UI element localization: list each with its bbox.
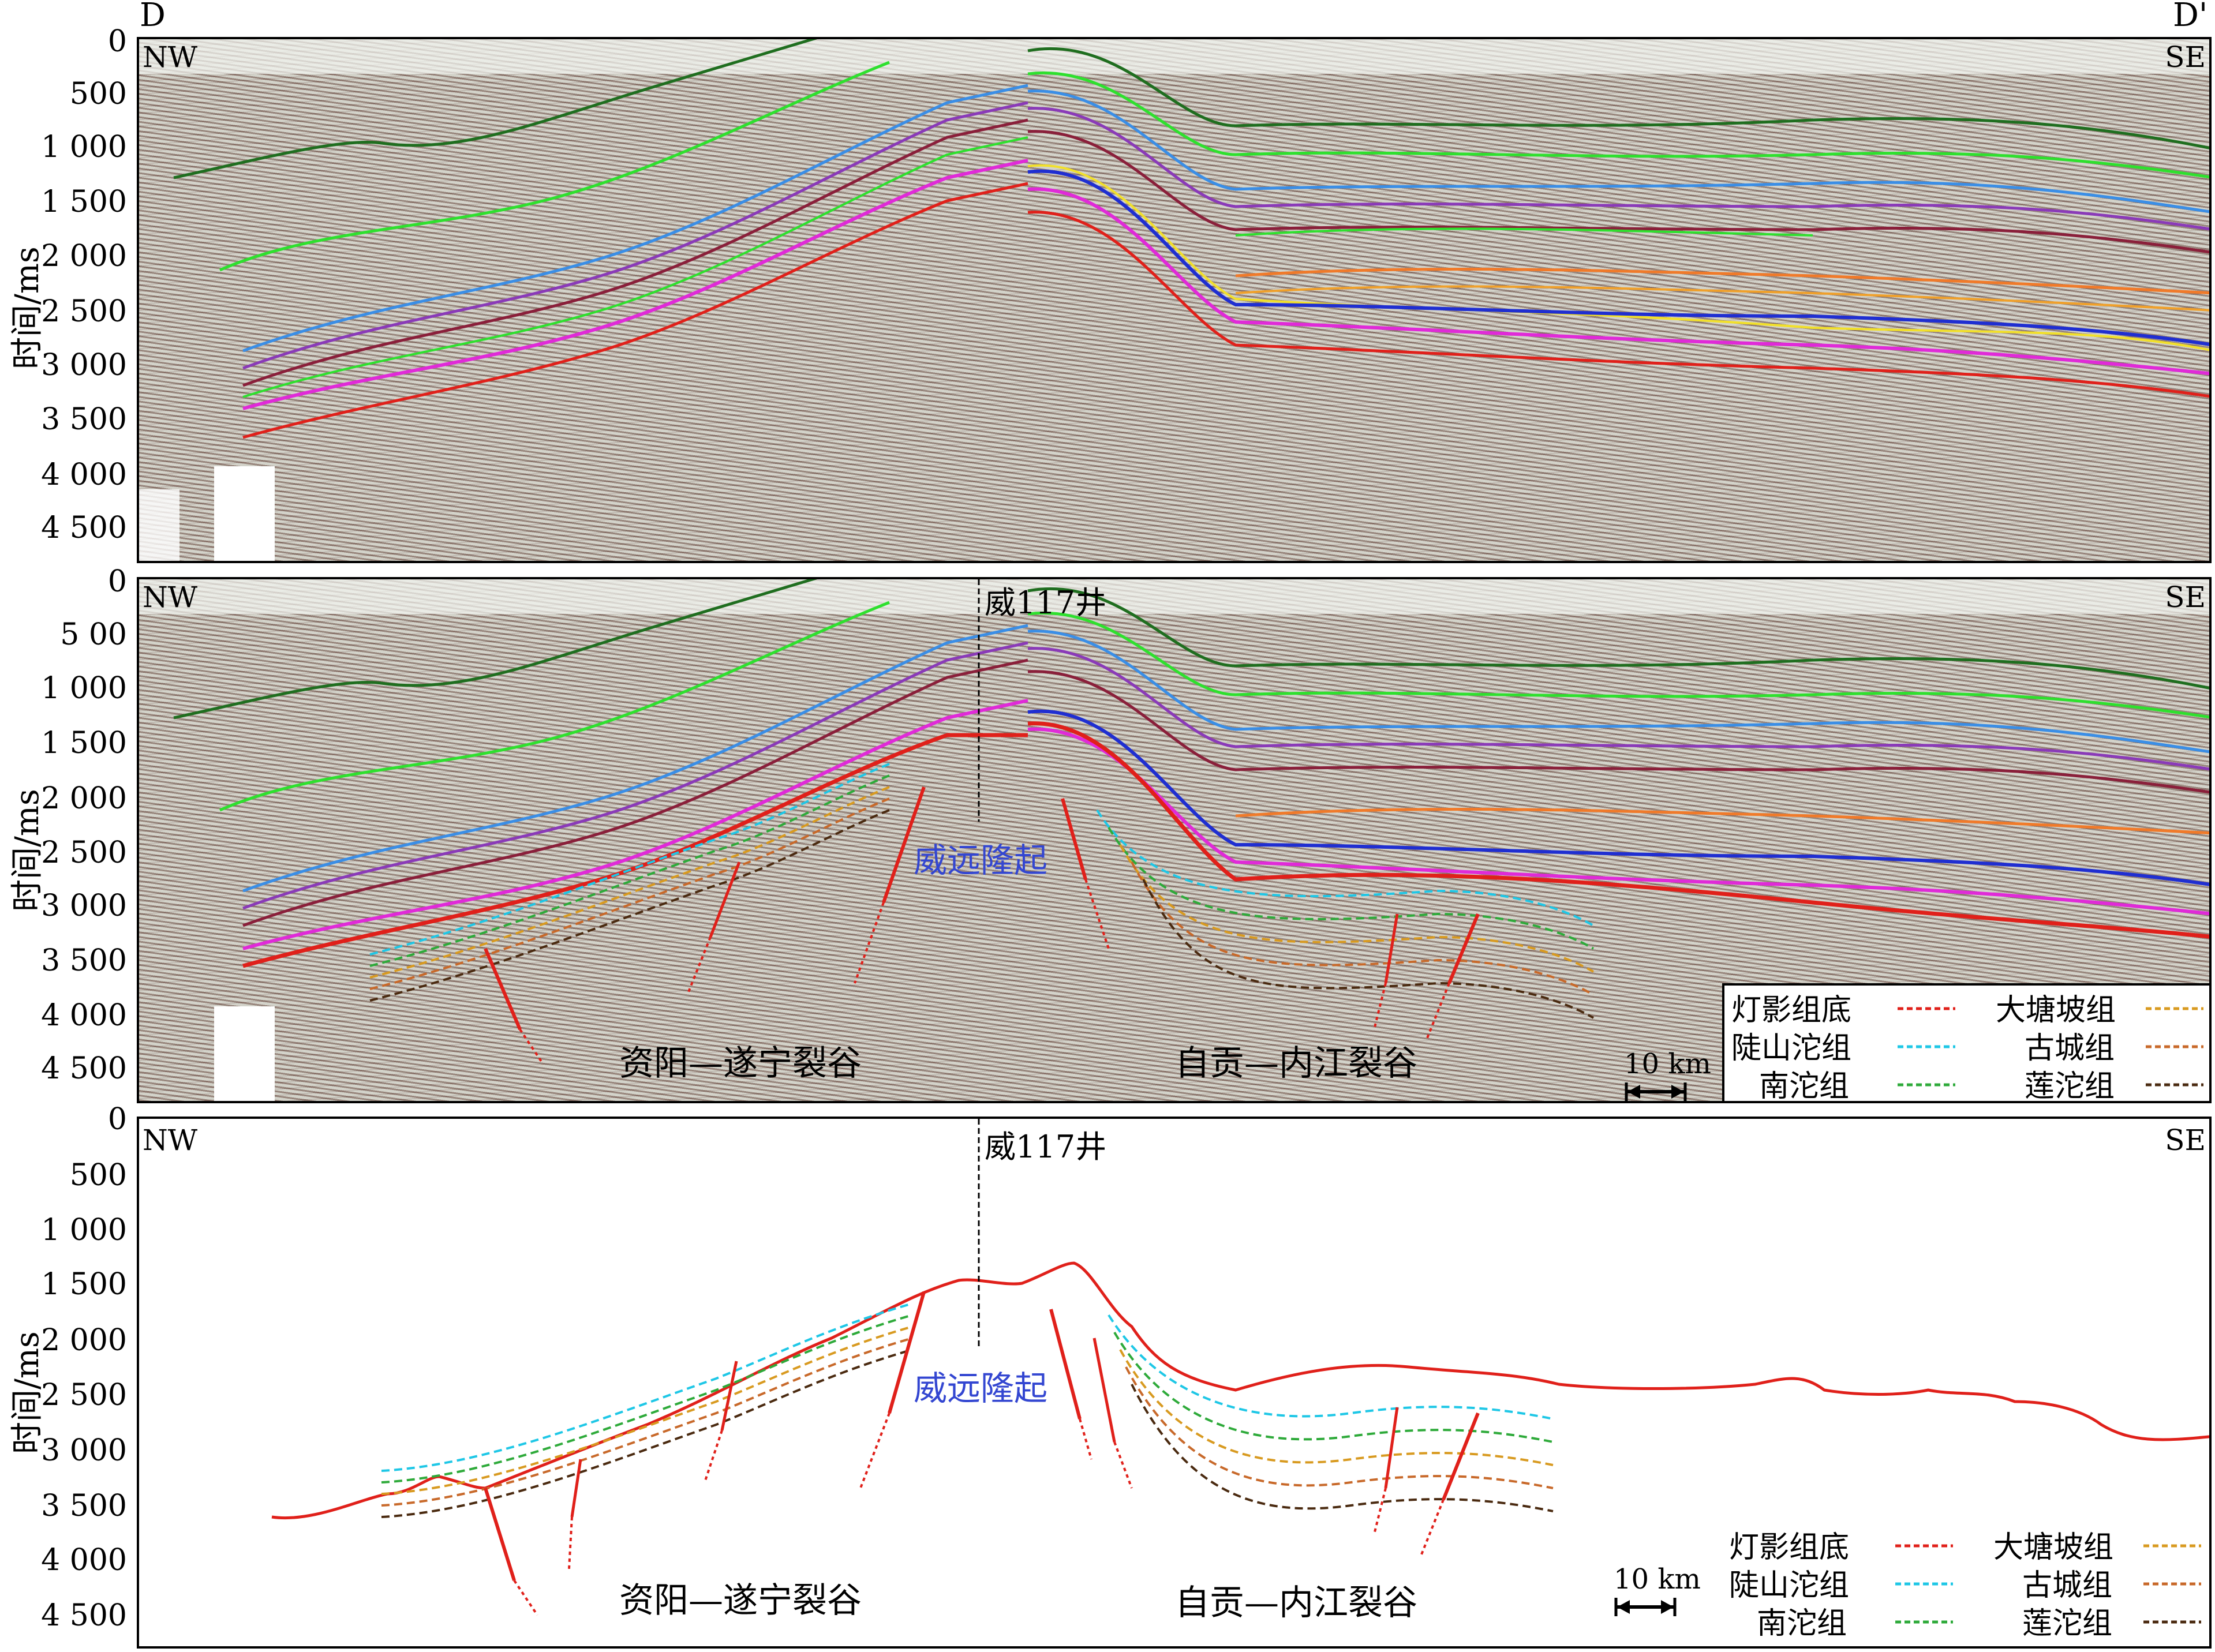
legend-label: 南沱组	[1757, 1606, 1847, 1641]
legend-label: 南沱组	[1759, 1069, 1850, 1103]
legend-swatch	[2143, 1544, 2201, 1548]
legend-swatch	[2143, 1582, 2201, 1586]
tick: 2 000	[41, 1323, 127, 1358]
uplift-label: 威远隆起	[914, 841, 1048, 880]
rift-label-left: 资阳—遂宁裂谷	[619, 1580, 862, 1621]
orientation-nw-label: NW	[143, 40, 198, 74]
legend-item: 古城组	[2025, 1024, 2115, 1067]
legend-swatch	[1895, 1582, 1953, 1586]
tick: 2 500	[41, 836, 127, 870]
legend-item: 灯影组底	[1729, 1523, 1849, 1566]
scale-bar: 10 km	[1614, 1563, 1701, 1619]
uplift-label: 威远隆起	[914, 1369, 1048, 1408]
legend-label: 莲沱组	[2025, 1069, 2115, 1103]
tick: 3 500	[41, 402, 127, 437]
legend-swatch	[2146, 1045, 2203, 1048]
tick: 2 500	[41, 294, 127, 329]
section-label-left: D	[140, 0, 166, 34]
seismic-panel-raw: NW SE	[137, 37, 2212, 563]
tick: 1 500	[41, 726, 127, 761]
tick: 3 000	[41, 348, 127, 383]
tick: 1 000	[41, 130, 127, 164]
tick: 500	[69, 77, 127, 111]
legend-swatch	[1895, 1544, 1953, 1548]
scale-arrow-icon	[1625, 1082, 1687, 1101]
legend-label: 陡山沱组	[1729, 1568, 1850, 1603]
orientation-nw-label: NW	[143, 580, 198, 614]
seismic-horizons-interpreted	[139, 579, 2209, 1101]
legend-label: 陡山沱组	[1731, 1031, 1852, 1066]
legend-item: 陡山沱组	[1729, 1561, 1849, 1604]
legend-item: 莲沱组	[2025, 1062, 2115, 1103]
tick: 500	[69, 1158, 127, 1193]
legend-swatch	[2146, 1083, 2203, 1087]
scale-bar-label: 10 km	[1614, 1563, 1701, 1595]
legend-label: 大塘坡组	[1993, 1530, 2114, 1565]
rift-label-right: 自贡—内江裂谷	[1175, 1583, 1417, 1623]
legend-item: 大塘坡组	[1996, 986, 2116, 1029]
orientation-se-label: SE	[2165, 580, 2206, 614]
legend-swatch	[2143, 1620, 2201, 1624]
legend-item: 南沱组	[1757, 1599, 1847, 1642]
tick: 3 000	[41, 1433, 127, 1468]
scale-bar-label: 10 km	[1624, 1048, 1711, 1080]
legend-label: 灯影组底	[1731, 993, 1852, 1028]
tick: 4 500	[41, 1598, 127, 1633]
legend-item: 灯影组底	[1731, 986, 1851, 1029]
tick: 4 000	[41, 1543, 127, 1578]
legend-item: 莲沱组	[2022, 1599, 2112, 1642]
legend-item: 陡山沱组	[1731, 1024, 1851, 1067]
legend-item: 南沱组	[1759, 1062, 1850, 1103]
orientation-nw-label: NW	[143, 1123, 198, 1157]
tick: 4 500	[41, 1051, 127, 1086]
tick: 1 000	[41, 1213, 127, 1248]
legend-label: 古城组	[2022, 1568, 2113, 1603]
scale-bar: 10 km	[1624, 1048, 1711, 1101]
legend-swatch	[1895, 1620, 1953, 1624]
tick: 1 000	[41, 671, 127, 706]
tick: 2 500	[41, 1378, 127, 1413]
tick: 3 500	[41, 943, 127, 978]
tick: 3 500	[41, 1489, 127, 1523]
tick: 4 500	[41, 511, 127, 545]
scale-arrow-icon	[1614, 1598, 1677, 1616]
tick: 3 000	[41, 889, 127, 923]
tick: 0	[107, 564, 127, 599]
seismic-horizons-raw	[139, 39, 2209, 561]
legend-label: 灯影组底	[1729, 1530, 1850, 1565]
tick: 1 500	[41, 1267, 127, 1302]
orientation-se-label: SE	[2165, 40, 2206, 74]
tick: 1 500	[41, 185, 127, 219]
rift-label-right: 自贡—内江裂谷	[1175, 1043, 1417, 1084]
seismic-panel-interpreted: NW SE 威117井 威远隆起 资阳—遂宁裂谷 自贡—内江裂谷 10 km 灯…	[137, 577, 2212, 1103]
tick: 5 00	[60, 617, 127, 652]
legend-label: 古城组	[2025, 1031, 2115, 1066]
tick: 0	[107, 1102, 127, 1137]
legend-swatch	[1898, 1007, 1955, 1010]
legend-item: 古城组	[2022, 1561, 2112, 1604]
tick: 2 000	[41, 239, 127, 274]
tick: 0	[107, 24, 127, 59]
legend-item: 大塘坡组	[1993, 1523, 2113, 1566]
legend-label: 大塘坡组	[1996, 993, 2116, 1028]
legend-swatch	[1898, 1083, 1955, 1087]
rift-label-left: 资阳—遂宁裂谷	[619, 1043, 862, 1084]
schematic-panel: NW SE 威117井 威远隆起 资阳—遂宁裂谷 自贡—内江裂谷 10 km 灯…	[137, 1117, 2212, 1649]
tick: 4 000	[41, 998, 127, 1033]
tick: 4 000	[41, 458, 127, 492]
legend-swatch	[2146, 1007, 2203, 1010]
legend-swatch	[1898, 1045, 1955, 1048]
schematic-drawing	[271, 1119, 2209, 1616]
section-label-right: D'	[2173, 0, 2208, 34]
legend: 灯影组底 大塘坡组 陡山沱组 古城组 南沱组 莲沱组	[1722, 1523, 2209, 1645]
well-label: 威117井	[985, 585, 1107, 621]
legend-label: 莲沱组	[2022, 1606, 2113, 1641]
tick: 2 000	[41, 781, 127, 816]
legend: 灯影组底 大塘坡组 陡山沱组 古城组 南沱组 莲沱组	[1722, 983, 2209, 1103]
well-label: 威117井	[985, 1129, 1107, 1165]
orientation-se-label: SE	[2165, 1123, 2206, 1157]
